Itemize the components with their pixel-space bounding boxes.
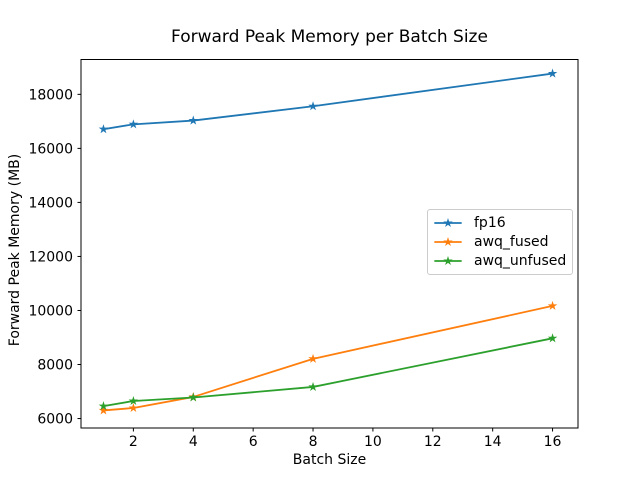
- x-tick-label: 12: [424, 434, 442, 450]
- data-point-awq_fused: [308, 353, 318, 363]
- legend-marker-fp16: [434, 217, 462, 227]
- data-series: [98, 68, 558, 415]
- data-point-awq_unfused: [188, 392, 199, 402]
- x-tick-label: 8: [309, 434, 318, 450]
- axis-ticks: 2 4 6 8 10 12 14 16 6000 8000 10000 12000 14000 16000…: [28, 87, 561, 450]
- data-point-fp16: [128, 119, 139, 129]
- x-tick-label: 16: [544, 434, 562, 450]
- legend-marker-awq-unfused: [434, 256, 462, 266]
- legend-marker-awq-fused: [434, 236, 462, 247]
- legend-label: awq_unfused: [474, 253, 567, 270]
- y-tick-label: 14000: [28, 195, 73, 211]
- data-point-awq_fused: [128, 403, 139, 413]
- series-line-awq_unfused: [102, 337, 554, 408]
- data-point-awq_unfused: [128, 395, 139, 406]
- data-point-awq_fused: [98, 405, 109, 415]
- data-point-fp16: [547, 68, 558, 78]
- x-tick-label: 2: [129, 434, 138, 450]
- x-tick-label: 14: [484, 434, 502, 450]
- data-point-fp16: [98, 124, 109, 134]
- y-tick-label: 12000: [28, 249, 73, 265]
- y-tick-label: 16000: [28, 141, 73, 157]
- data-point-awq_unfused: [308, 381, 318, 391]
- legend-label: awq_fused: [474, 233, 549, 250]
- legend-item-awq-fused: awq_fused: [434, 232, 564, 251]
- legend-label: fp16: [474, 214, 506, 231]
- axes-frame: [80, 59, 579, 429]
- data-point-awq_fused: [547, 300, 558, 310]
- series-line-awq_fused: [102, 304, 554, 412]
- series-line-fp16: [102, 72, 554, 131]
- x-axis-label: Batch Size: [292, 452, 367, 468]
- data-point-awq_unfused: [98, 401, 109, 411]
- y-tick-label: 6000: [37, 412, 73, 428]
- data-point-fp16: [308, 101, 318, 111]
- x-tick-label: 6: [249, 434, 258, 450]
- legend-item-fp16: fp16: [434, 213, 564, 232]
- data-point-fp16: [188, 115, 199, 125]
- y-tick-label: 18000: [28, 87, 73, 103]
- y-tick-label: 10000: [28, 303, 73, 319]
- x-tick-label: 4: [189, 434, 198, 450]
- axes-spines: [80, 59, 579, 429]
- legend: fp16 awq_fused awq_unfused: [427, 209, 573, 275]
- y-tick-label: 8000: [37, 358, 73, 374]
- legend-item-awq-unfused: awq_unfused: [434, 252, 567, 271]
- chart-title: Forward Peak Memory per Batch Size: [171, 27, 488, 47]
- x-tick-label: 10: [364, 434, 382, 450]
- data-point-awq_unfused: [547, 333, 558, 343]
